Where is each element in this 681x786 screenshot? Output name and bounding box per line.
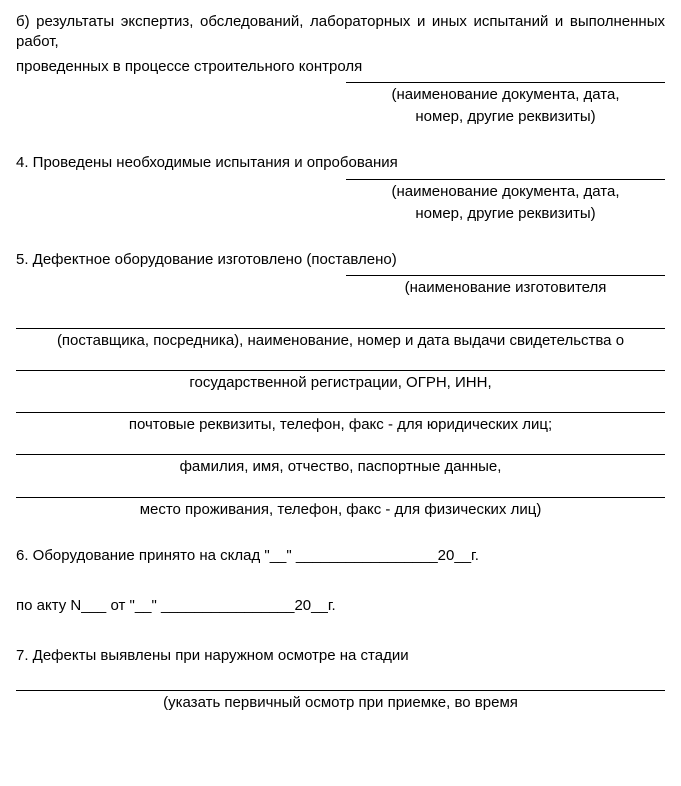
- intro-b2-paragraph: проведенных в процессе строительного кон…: [16, 57, 665, 77]
- blank-line: [16, 496, 665, 498]
- hint-defects: (указать первичный осмотр при приемке, в…: [16, 693, 665, 713]
- hint-doc-line2: номер, другие реквизиты): [346, 107, 665, 127]
- section-4: 4. Проведены необходимые испытания и опр…: [16, 153, 665, 173]
- section-7: 7. Дефекты выявлены при наружном осмотре…: [16, 646, 665, 666]
- section-6-akt: по акту N___ от "__" ________________20_…: [16, 596, 665, 616]
- hint-doc-line1: (наименование документа, дата,: [346, 85, 665, 105]
- hint-gosreg: государственной регистрации, ОГРН, ИНН,: [16, 373, 665, 393]
- blank-line: [346, 274, 665, 276]
- hint-manufacturer: (наименование изготовителя: [346, 278, 665, 298]
- blank-line: [16, 453, 665, 455]
- section-6: 6. Оборудование принято на склад "__" __…: [16, 546, 665, 566]
- blank-line: [16, 369, 665, 371]
- hint-supplier: (поставщика, посредника), наименование, …: [16, 331, 665, 351]
- hint-fio: фамилия, имя, отчество, паспортные данны…: [16, 457, 665, 477]
- blank-line: [346, 178, 665, 180]
- blank-line: [16, 327, 665, 329]
- blank-line: [16, 411, 665, 413]
- hint-doc-line1b: (наименование документа, дата,: [346, 182, 665, 202]
- blank-line: [346, 81, 665, 83]
- blank-line: [16, 689, 665, 691]
- hint-address: место проживания, телефон, факс - для фи…: [16, 500, 665, 520]
- intro-b-paragraph: б) результаты экспертиз, обследований, л…: [16, 12, 665, 53]
- hint-post: почтовые реквизиты, телефон, факс - для …: [16, 415, 665, 435]
- hint-doc-line2b: номер, другие реквизиты): [346, 204, 665, 224]
- section-5: 5. Дефектное оборудование изготовлено (п…: [16, 250, 665, 270]
